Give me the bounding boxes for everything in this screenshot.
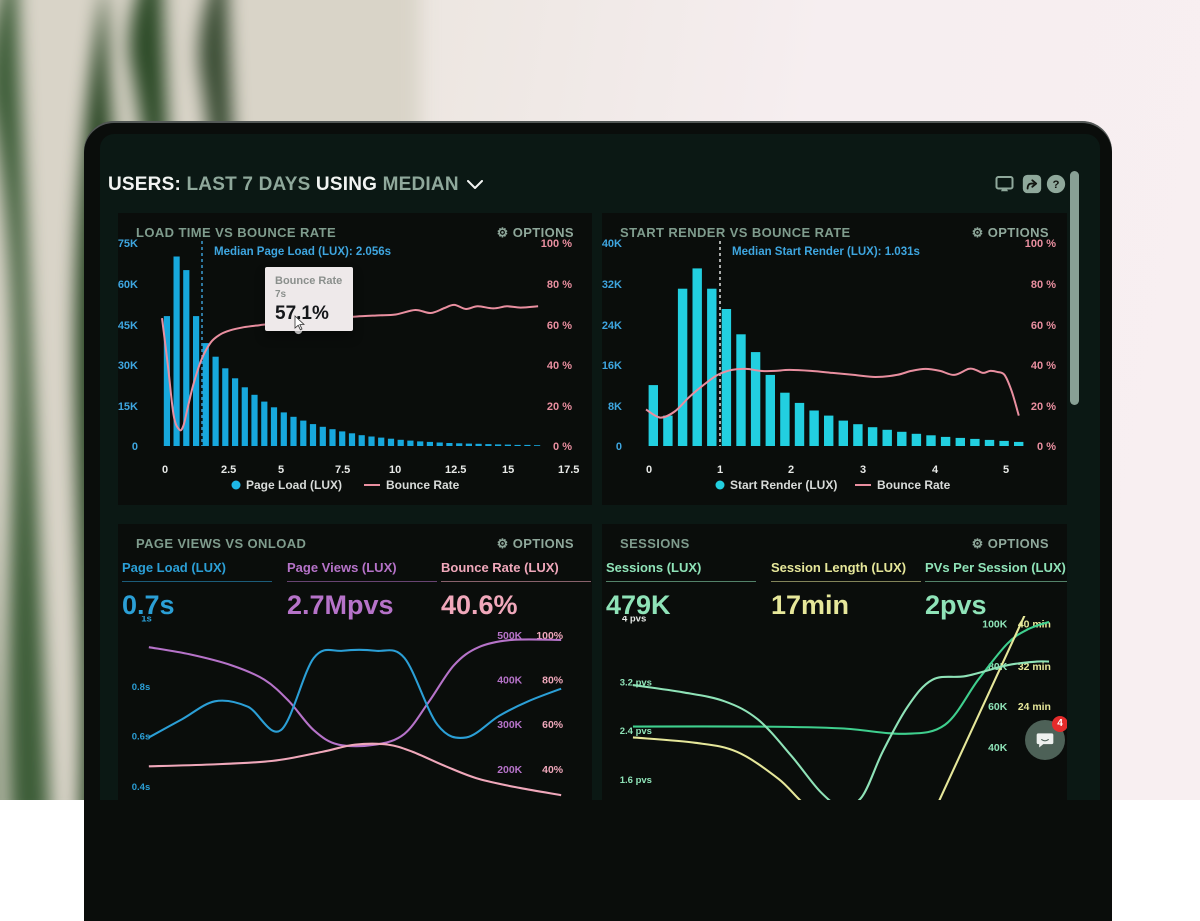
svg-text:60 %: 60 % bbox=[547, 320, 572, 332]
svg-text:0 %: 0 % bbox=[1037, 441, 1056, 453]
svg-text:30K: 30K bbox=[118, 360, 138, 372]
svg-text:100 %: 100 % bbox=[541, 239, 572, 250]
svg-text:60 %: 60 % bbox=[1031, 320, 1056, 332]
svg-text:Start Render (LUX): Start Render (LUX) bbox=[730, 478, 837, 492]
svg-text:15K: 15K bbox=[118, 401, 138, 413]
svg-text:300K: 300K bbox=[497, 720, 522, 731]
svg-text:12.5: 12.5 bbox=[445, 464, 466, 476]
svg-text:0.6s: 0.6s bbox=[132, 732, 151, 743]
svg-text:5: 5 bbox=[278, 464, 284, 476]
svg-text:32K: 32K bbox=[602, 279, 622, 291]
svg-text:40K: 40K bbox=[988, 743, 1008, 754]
svg-text:24 min: 24 min bbox=[1018, 702, 1051, 713]
svg-text:4 pvs: 4 pvs bbox=[622, 616, 646, 625]
svg-text:0 %: 0 % bbox=[553, 441, 572, 453]
svg-text:20 %: 20 % bbox=[547, 401, 572, 413]
svg-text:80%: 80% bbox=[542, 675, 563, 686]
svg-text:40 %: 40 % bbox=[1031, 360, 1056, 372]
svg-text:15: 15 bbox=[502, 464, 514, 476]
svg-text:400K: 400K bbox=[497, 675, 522, 686]
svg-text:?: ? bbox=[1053, 179, 1060, 191]
svg-text:4: 4 bbox=[932, 464, 939, 476]
svg-text:10: 10 bbox=[389, 464, 401, 476]
svg-text:5: 5 bbox=[1003, 464, 1009, 476]
svg-text:0.8s: 0.8s bbox=[132, 682, 151, 693]
svg-text:3: 3 bbox=[860, 464, 866, 476]
svg-text:0: 0 bbox=[646, 464, 652, 476]
svg-text:2.5: 2.5 bbox=[221, 464, 236, 476]
svg-text:1s: 1s bbox=[141, 616, 152, 625]
svg-text:24K: 24K bbox=[602, 320, 622, 332]
svg-text:100K: 100K bbox=[982, 619, 1007, 630]
svg-text:60K: 60K bbox=[118, 279, 138, 291]
svg-text:1: 1 bbox=[717, 464, 723, 476]
svg-text:100 %: 100 % bbox=[1025, 239, 1056, 250]
svg-text:0: 0 bbox=[132, 441, 138, 453]
svg-text:60K: 60K bbox=[988, 702, 1008, 713]
svg-text:Page Load (LUX): Page Load (LUX) bbox=[246, 478, 342, 492]
svg-text:1.6 pvs: 1.6 pvs bbox=[620, 775, 652, 786]
svg-text:2: 2 bbox=[788, 464, 794, 476]
svg-text:40 %: 40 % bbox=[547, 360, 572, 372]
svg-text:20 %: 20 % bbox=[1031, 401, 1056, 413]
svg-text:16K: 16K bbox=[602, 360, 622, 372]
svg-text:75K: 75K bbox=[118, 239, 138, 250]
svg-text:0: 0 bbox=[162, 464, 168, 476]
svg-text:0: 0 bbox=[616, 441, 622, 453]
svg-text:80 %: 80 % bbox=[1031, 279, 1056, 291]
svg-text:45K: 45K bbox=[118, 320, 138, 332]
svg-text:0.4s: 0.4s bbox=[132, 782, 151, 793]
svg-text:60%: 60% bbox=[542, 720, 563, 731]
svg-text:Bounce Rate: Bounce Rate bbox=[877, 478, 951, 492]
svg-text:17.5: 17.5 bbox=[558, 464, 579, 476]
svg-text:40%: 40% bbox=[542, 765, 563, 776]
svg-text:Median Page Load (LUX): 2.056s: Median Page Load (LUX): 2.056s bbox=[214, 246, 391, 258]
svg-text:80 %: 80 % bbox=[547, 279, 572, 291]
svg-text:Bounce Rate: Bounce Rate bbox=[386, 478, 460, 492]
svg-text:200K: 200K bbox=[497, 765, 522, 776]
svg-text:40K: 40K bbox=[602, 239, 622, 250]
svg-text:Median Start Render (LUX): 1.0: Median Start Render (LUX): 1.031s bbox=[732, 246, 920, 258]
svg-text:7.5: 7.5 bbox=[335, 464, 350, 476]
svg-text:8K: 8K bbox=[608, 401, 622, 413]
